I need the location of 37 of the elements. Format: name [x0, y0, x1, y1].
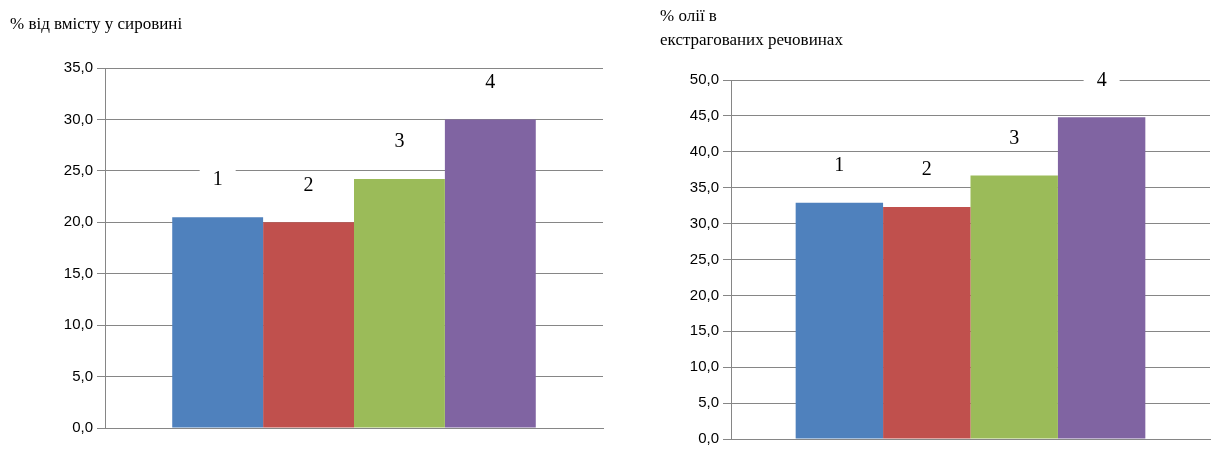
y-tick-label: 30,0 — [689, 213, 719, 231]
bar — [1057, 117, 1146, 439]
y-tick-label: 5,0 — [72, 366, 93, 384]
y-tick-label: 15,0 — [689, 321, 719, 339]
y-tick-label: 0,0 — [698, 429, 719, 447]
bar — [172, 217, 264, 428]
bar — [795, 202, 884, 439]
bar — [354, 179, 445, 428]
series-label: 1 — [212, 167, 223, 190]
y-tick-label: 20,0 — [689, 285, 719, 303]
y-tick-label: 15,0 — [63, 263, 93, 281]
series-label: 3 — [1009, 125, 1020, 148]
y-tick-label: 45,0 — [689, 106, 719, 124]
y-tick-label: 35,0 — [63, 58, 93, 76]
bar — [444, 119, 536, 428]
y-axis-title: % олії в екстрагованих речовинах — [660, 5, 843, 51]
y-tick-label: 35,0 — [689, 177, 719, 195]
y-tick-label: 25,0 — [689, 249, 719, 267]
y-tick-label: 40,0 — [689, 141, 719, 159]
y-tick-label: 5,0 — [698, 393, 719, 411]
y-tick-label: 0,0 — [72, 418, 93, 436]
series-label: 2 — [303, 172, 314, 195]
bar — [970, 175, 1058, 439]
y-tick-label: 10,0 — [689, 357, 719, 375]
y-tick-label: 30,0 — [63, 109, 93, 127]
bar — [883, 207, 971, 439]
y-tick-label: 25,0 — [63, 161, 93, 178]
y-tick-label: 20,0 — [63, 212, 93, 230]
series-label: 1 — [834, 153, 845, 176]
series-label: 2 — [921, 157, 932, 180]
series-label: 4 — [1096, 67, 1107, 90]
y-axis-title: % від вмісту у сировині — [10, 13, 183, 35]
y-tick-label: 10,0 — [63, 315, 93, 333]
series-label: 3 — [394, 129, 405, 152]
series-label: 4 — [485, 69, 496, 92]
y-tick-label: 50,0 — [689, 70, 719, 88]
bar — [263, 222, 354, 428]
